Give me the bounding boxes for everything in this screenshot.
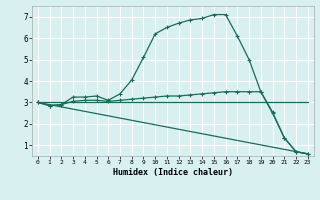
- X-axis label: Humidex (Indice chaleur): Humidex (Indice chaleur): [113, 168, 233, 177]
